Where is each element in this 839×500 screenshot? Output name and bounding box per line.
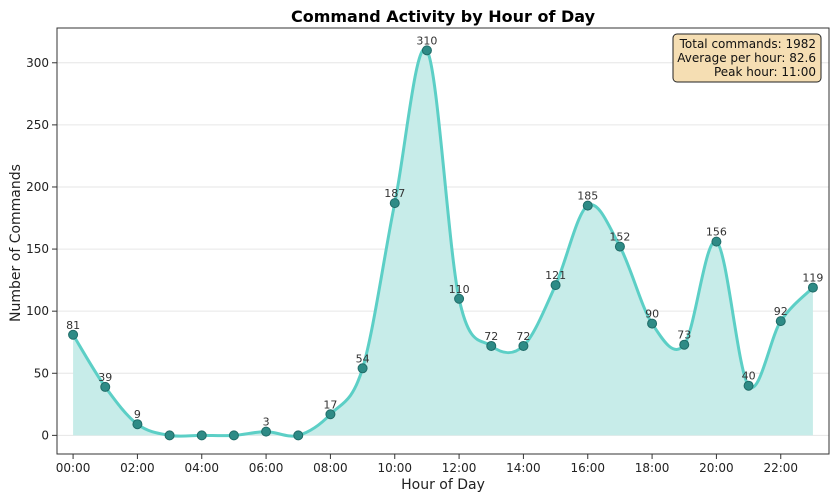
x-tick-label-6: 12:00 [442, 461, 477, 475]
data-point-23 [807, 282, 818, 293]
y-tick-label-4: 200 [26, 180, 49, 194]
data-label-14: 72 [516, 330, 530, 343]
info-box-background [672, 33, 822, 83]
x-tick-label-5: 10:00 [377, 461, 412, 475]
data-point-19 [679, 339, 690, 350]
data-point-8 [325, 409, 336, 420]
plot-frame [56, 27, 830, 455]
info-box-line-1: Average per hour: 82.6 [677, 51, 816, 65]
data-point-18 [647, 318, 658, 329]
y-tick-label-3: 150 [26, 242, 49, 256]
y-tick-label-1: 50 [34, 366, 49, 380]
x-tick-label-8: 16:00 [570, 461, 605, 475]
data-label-10: 187 [384, 187, 405, 200]
data-label-2: 9 [134, 408, 141, 421]
data-label-16: 185 [577, 190, 598, 203]
data-label-21: 40 [742, 370, 756, 383]
y-tick-label-0: 0 [41, 428, 49, 442]
info-box-line-2: Peak hour: 11:00 [714, 65, 816, 79]
data-point-7 [293, 430, 304, 441]
x-tick-label-3: 06:00 [249, 461, 284, 475]
x-tick-label-10: 20:00 [699, 461, 734, 475]
data-point-12 [454, 293, 465, 304]
data-point-4 [196, 430, 207, 441]
data-point-2 [132, 419, 143, 430]
data-labels: 81 39 9 3 17 54 187 310 110 72 72 121 185 152 90 73 156 4… [66, 34, 823, 428]
y-axis-ticks: 0 50 100 150 200 250 300 [26, 56, 57, 442]
y-axis-label: Number of Commands [8, 164, 24, 322]
data-point-10 [389, 198, 400, 209]
y-tick-label-5: 250 [26, 118, 49, 132]
data-label-12: 110 [449, 283, 470, 296]
data-points [68, 45, 818, 441]
x-tick-label-4: 08:00 [313, 461, 348, 475]
x-tick-label-9: 18:00 [635, 461, 670, 475]
data-label-11: 310 [416, 34, 437, 47]
data-point-20 [711, 236, 722, 247]
data-label-20: 156 [706, 226, 727, 239]
x-tick-label-11: 22:00 [763, 461, 798, 475]
x-axis-label: Hour of Day [401, 477, 485, 493]
data-point-11 [421, 45, 432, 56]
data-label-19: 73 [677, 329, 691, 342]
data-label-18: 90 [645, 308, 659, 321]
y-tick-label-2: 100 [26, 304, 49, 318]
x-axis-ticks: 00:00 02:00 04:00 06:00 08:00 10:00 12:00 14:00… [56, 454, 798, 475]
data-point-14 [518, 340, 529, 351]
data-point-13 [486, 340, 497, 351]
data-label-9: 54 [356, 352, 370, 365]
data-label-15: 121 [545, 269, 566, 282]
x-tick-label-7: 14:00 [506, 461, 541, 475]
data-point-22 [775, 316, 786, 327]
data-label-6: 3 [263, 416, 270, 429]
data-point-5 [228, 430, 239, 441]
data-label-0: 81 [66, 319, 80, 332]
data-point-3 [164, 430, 175, 441]
x-tick-label-2: 04:00 [184, 461, 219, 475]
data-label-17: 152 [609, 231, 630, 244]
chart-title: Command Activity by Hour of Day [291, 7, 596, 26]
data-point-0 [68, 329, 79, 340]
data-point-9 [357, 363, 368, 374]
data-point-6 [261, 426, 272, 437]
data-label-22: 92 [774, 305, 788, 318]
info-box-line-0: Total commands: 1982 [679, 37, 816, 51]
data-point-21 [743, 380, 754, 391]
data-point-16 [582, 200, 593, 211]
series-line [71, 47, 815, 438]
data-label-8: 17 [323, 398, 337, 411]
data-label-1: 39 [98, 371, 112, 384]
x-tick-label-0: 00:00 [56, 461, 91, 475]
data-point-15 [550, 280, 561, 291]
data-label-13: 72 [484, 330, 498, 343]
data-point-1 [100, 381, 111, 392]
x-tick-label-1: 02:00 [120, 461, 155, 475]
y-tick-label-6: 300 [26, 56, 49, 70]
area-layer [71, 47, 815, 438]
data-point-17 [614, 241, 625, 252]
area-fill [73, 48, 813, 437]
data-label-23: 119 [802, 272, 823, 285]
